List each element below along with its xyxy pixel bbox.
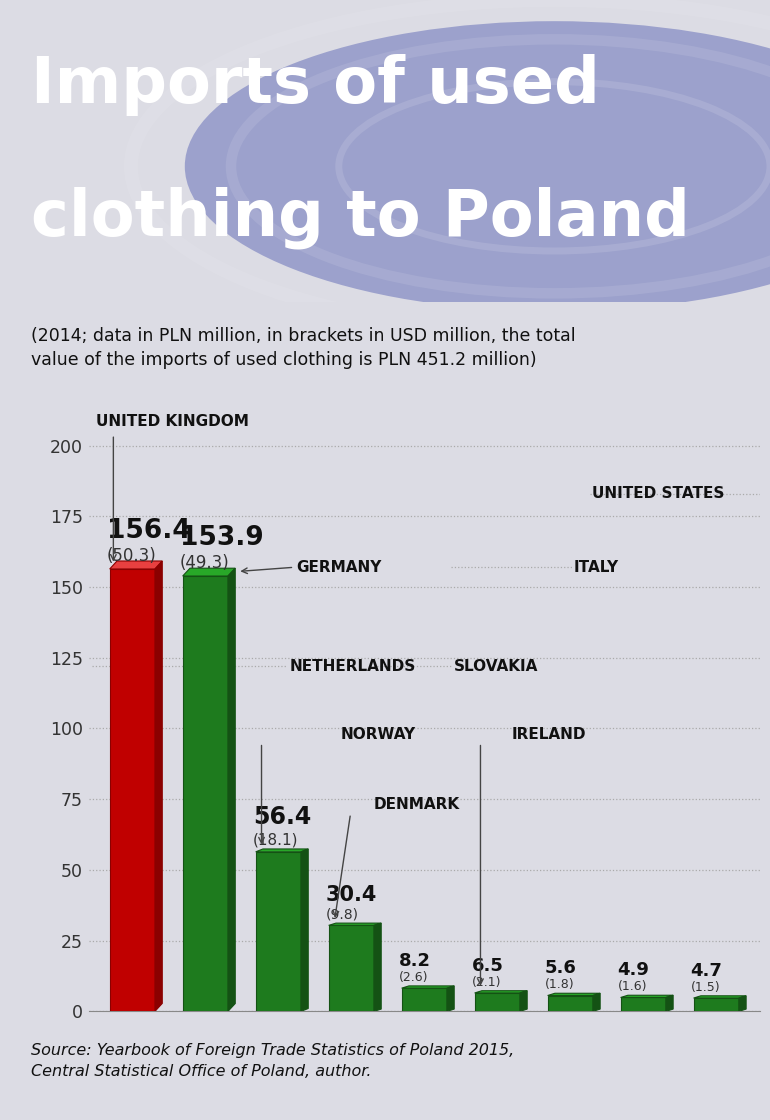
Text: 30.4: 30.4 bbox=[326, 885, 377, 905]
Text: (18.1): (18.1) bbox=[253, 832, 298, 848]
Bar bbox=[402, 988, 447, 1011]
Bar bbox=[109, 569, 155, 1011]
Text: UNITED KINGDOM: UNITED KINGDOM bbox=[95, 413, 249, 429]
Text: (2.6): (2.6) bbox=[399, 971, 428, 984]
Text: NETHERLANDS: NETHERLANDS bbox=[290, 659, 416, 674]
Text: 4.7: 4.7 bbox=[691, 962, 722, 980]
Text: (1.5): (1.5) bbox=[691, 981, 720, 993]
Text: (2014; data in PLN million, in brackets in USD million, the total
value of the i: (2014; data in PLN million, in brackets … bbox=[31, 327, 575, 370]
Text: 56.4: 56.4 bbox=[253, 805, 311, 829]
Polygon shape bbox=[447, 986, 454, 1011]
Text: ITALY: ITALY bbox=[574, 560, 619, 575]
Circle shape bbox=[185, 21, 770, 311]
Text: 6.5: 6.5 bbox=[472, 956, 504, 974]
Text: NORWAY: NORWAY bbox=[340, 727, 416, 741]
Text: 153.9: 153.9 bbox=[179, 525, 263, 551]
Text: 156.4: 156.4 bbox=[107, 519, 190, 544]
Polygon shape bbox=[402, 986, 454, 988]
Polygon shape bbox=[593, 993, 600, 1011]
Bar bbox=[182, 576, 228, 1011]
Text: (9.8): (9.8) bbox=[326, 907, 359, 921]
Text: (2.1): (2.1) bbox=[472, 976, 501, 989]
Polygon shape bbox=[621, 996, 673, 998]
Text: UNITED STATES: UNITED STATES bbox=[592, 486, 725, 502]
Polygon shape bbox=[155, 561, 162, 1011]
Polygon shape bbox=[520, 991, 527, 1011]
Polygon shape bbox=[547, 993, 600, 996]
Polygon shape bbox=[256, 849, 308, 852]
Text: GERMANY: GERMANY bbox=[296, 560, 382, 575]
Text: (1.6): (1.6) bbox=[618, 980, 647, 993]
Bar bbox=[694, 998, 739, 1011]
Text: SLOVAKIA: SLOVAKIA bbox=[454, 659, 537, 674]
Bar bbox=[329, 925, 374, 1011]
Text: DENMARK: DENMARK bbox=[373, 797, 460, 812]
Bar bbox=[256, 852, 301, 1011]
Polygon shape bbox=[182, 568, 236, 576]
Bar bbox=[621, 998, 666, 1011]
Polygon shape bbox=[301, 849, 308, 1011]
Polygon shape bbox=[228, 568, 236, 1011]
Text: 8.2: 8.2 bbox=[399, 952, 430, 970]
Text: (49.3): (49.3) bbox=[179, 553, 229, 572]
Bar bbox=[474, 993, 520, 1011]
Text: IRELAND: IRELAND bbox=[512, 727, 586, 741]
Polygon shape bbox=[474, 991, 527, 993]
Polygon shape bbox=[109, 561, 162, 569]
Polygon shape bbox=[694, 996, 746, 998]
Text: Imports of used: Imports of used bbox=[31, 54, 600, 115]
Text: clothing to Poland: clothing to Poland bbox=[31, 186, 690, 249]
Bar bbox=[547, 996, 593, 1011]
Text: 5.6: 5.6 bbox=[544, 960, 577, 978]
Text: (1.8): (1.8) bbox=[544, 978, 574, 991]
Polygon shape bbox=[329, 923, 381, 925]
Polygon shape bbox=[374, 923, 381, 1011]
Text: 4.9: 4.9 bbox=[618, 961, 650, 979]
Text: (50.3): (50.3) bbox=[107, 547, 156, 564]
Text: Source: Yearbook of Foreign Trade Statistics of Poland 2015,
Central Statistical: Source: Yearbook of Foreign Trade Statis… bbox=[31, 1043, 514, 1079]
Polygon shape bbox=[666, 996, 673, 1011]
Polygon shape bbox=[739, 996, 746, 1011]
